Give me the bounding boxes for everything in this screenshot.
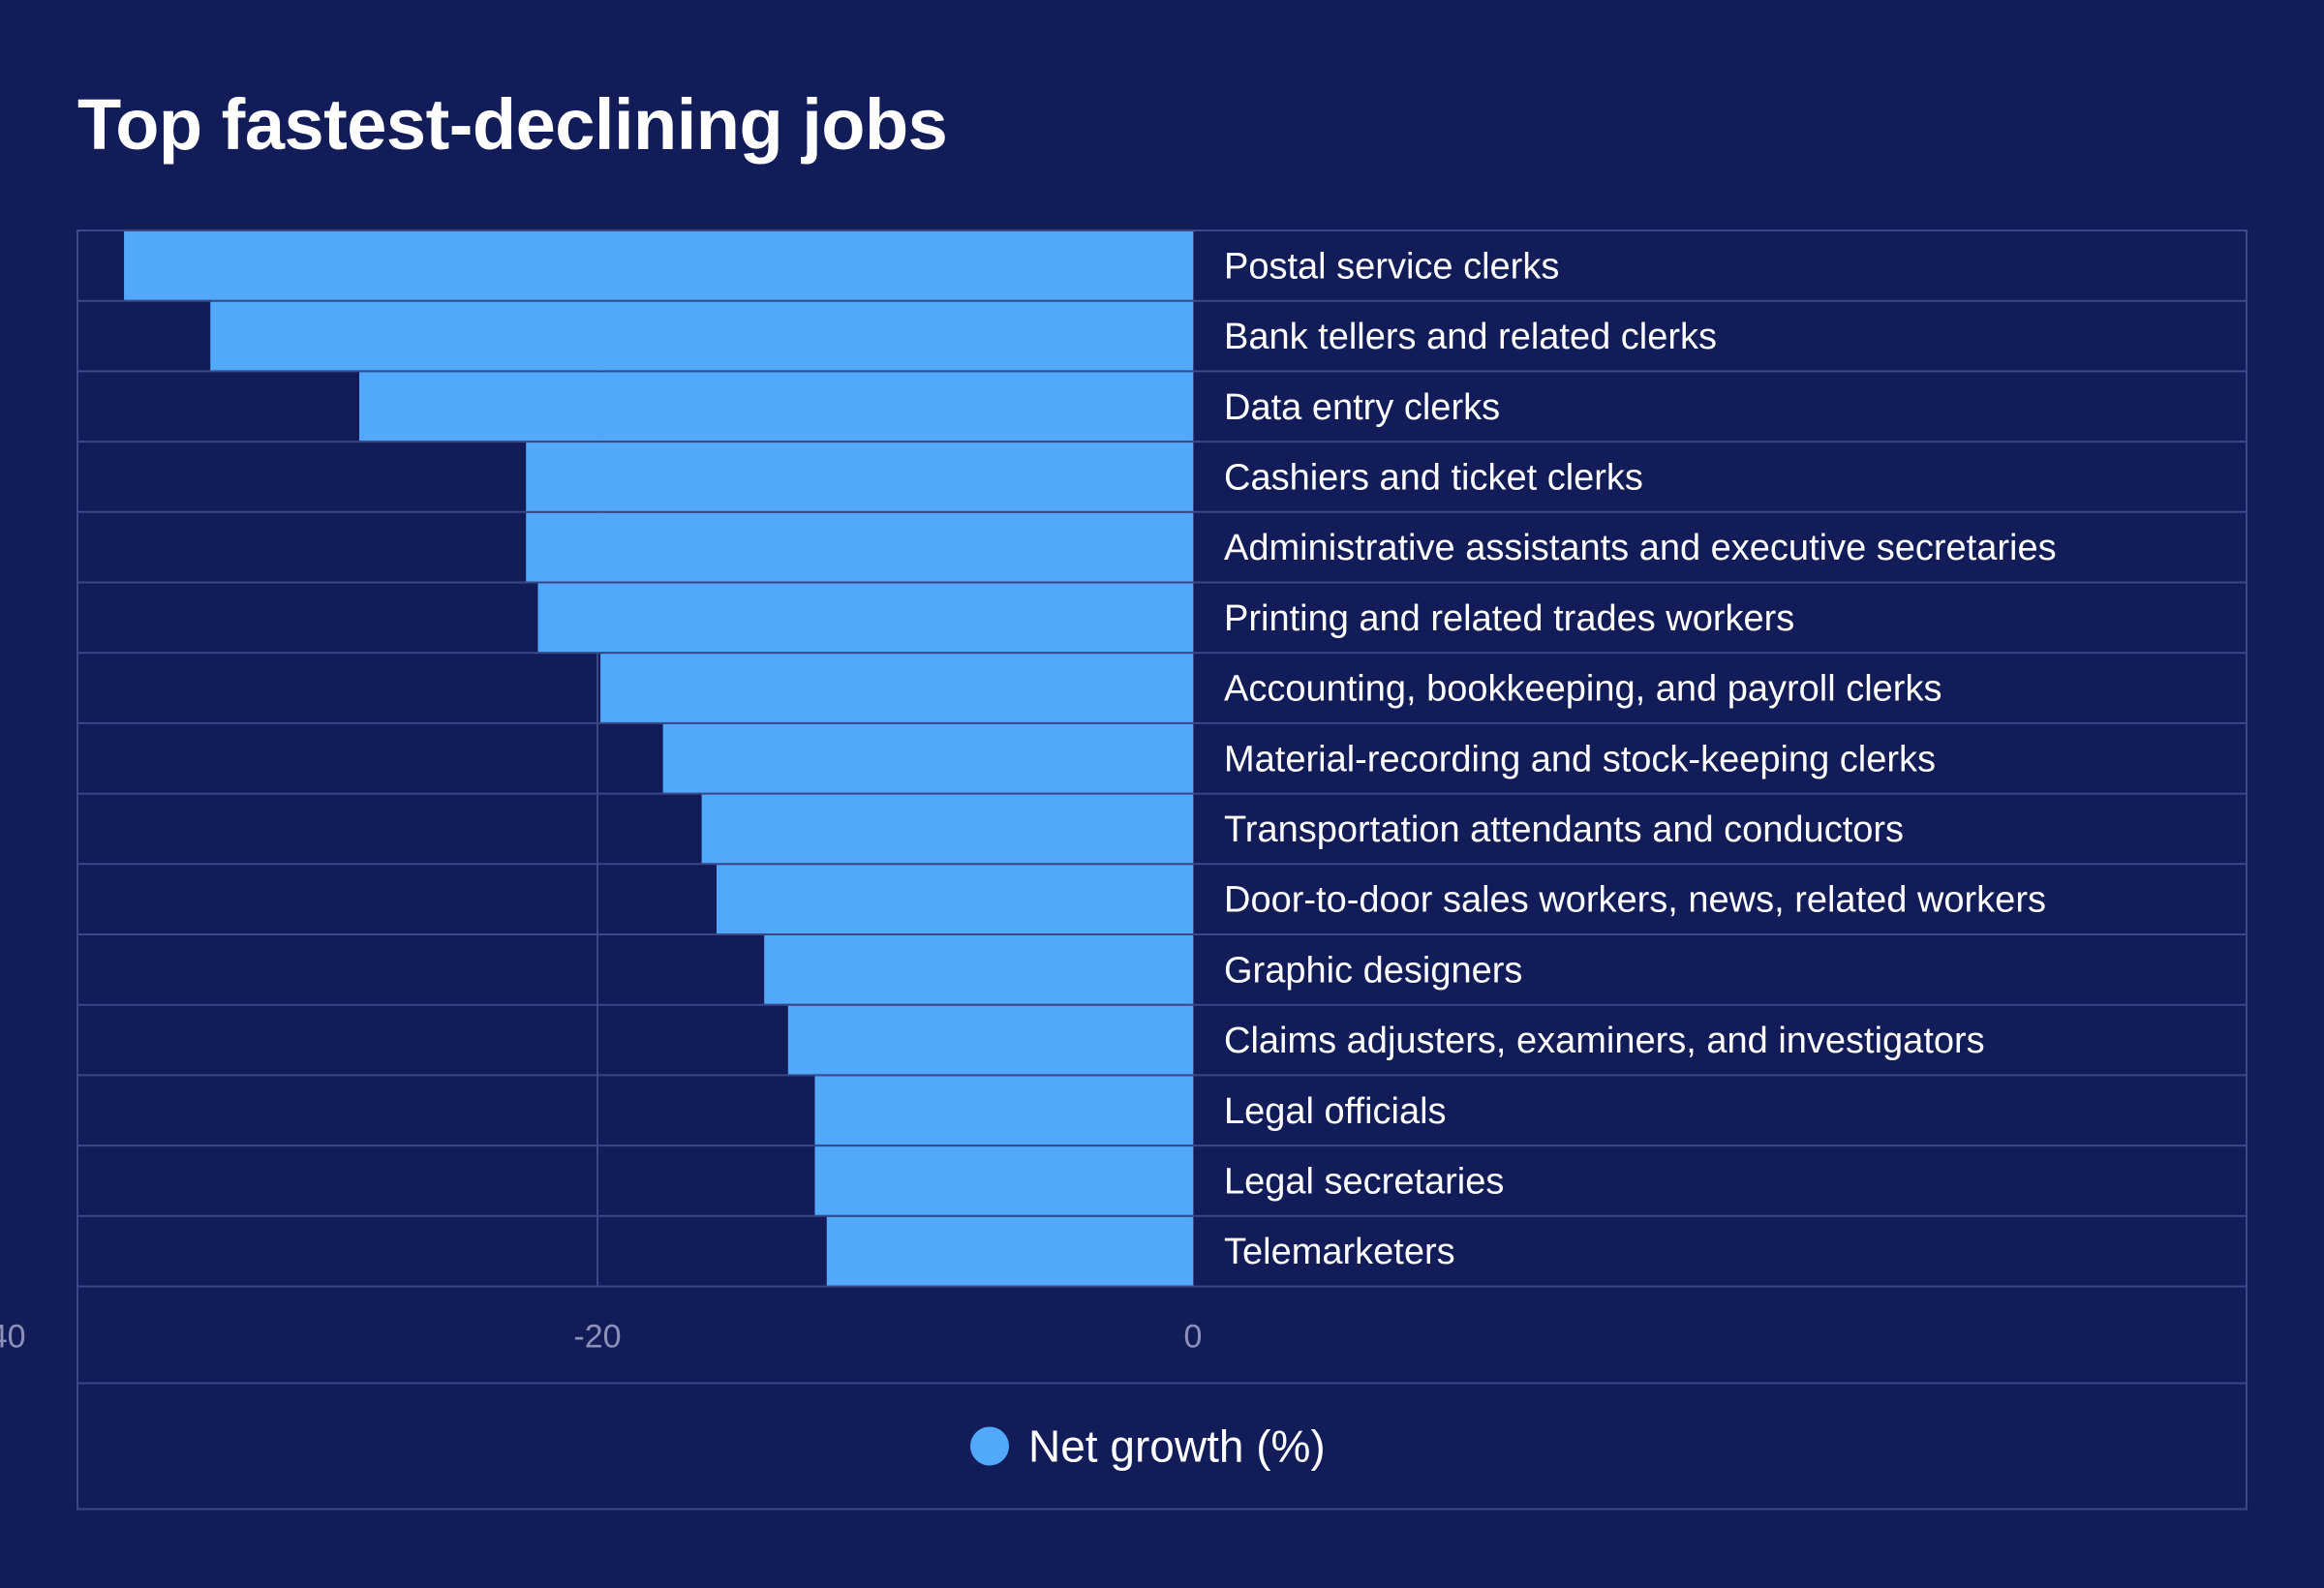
bar: [701, 794, 1193, 864]
bar: [717, 865, 1193, 933]
category-label: Door-to-door sales workers, news, relate…: [1224, 880, 2046, 921]
bar: [662, 723, 1193, 793]
bar: [124, 231, 1194, 300]
category-label: Telemarketers: [1224, 1232, 1455, 1272]
category-label: Legal officials: [1224, 1091, 1447, 1132]
bar: [526, 443, 1193, 511]
tick-label: -20: [573, 1319, 621, 1356]
category-label: Administrative assistants and executive …: [1224, 528, 2057, 568]
chart-frame: [76, 229, 2248, 1511]
bar: [814, 1076, 1193, 1145]
tick-label: 0: [1184, 1319, 1203, 1356]
category-label: Material-recording and stock-keeping cle…: [1224, 739, 1936, 779]
grid-lines: [76, 229, 2248, 1511]
bar: [359, 372, 1193, 442]
category-label: Claims adjusters, examiners, and investi…: [1224, 1021, 1985, 1061]
category-label: Bank tellers and related clerks: [1224, 317, 1717, 357]
chart-title: Top fastest-declining jobs: [77, 84, 948, 165]
bar: [787, 1005, 1193, 1075]
bar: [526, 512, 1193, 582]
legend: Net growth (%): [970, 1421, 1326, 1472]
category-label: Accounting, bookkeeping, and payroll cle…: [1224, 669, 1942, 710]
category-label: Cashiers and ticket clerks: [1224, 457, 1643, 498]
x-axis-ticks: -40 -20 0: [0, 1319, 1202, 1356]
category-labels: Postal service clerks Bank tellers and re…: [1224, 246, 2057, 1272]
bar: [600, 654, 1193, 722]
category-label: Legal secretaries: [1224, 1161, 1504, 1202]
legend-swatch-icon: [970, 1426, 1009, 1466]
bar: [210, 301, 1193, 371]
bar: [764, 935, 1193, 1004]
bar: [814, 1146, 1193, 1215]
category-label: Graphic designers: [1224, 950, 1522, 991]
category-label: Data entry clerks: [1224, 387, 1500, 428]
category-label: Postal service clerks: [1224, 246, 1559, 287]
bar: [537, 583, 1193, 653]
category-label: Transportation attendants and conductors: [1224, 809, 1904, 850]
tick-label: -40: [0, 1319, 26, 1356]
bar: [826, 1216, 1193, 1286]
bars: [124, 231, 1194, 1286]
legend-label: Net growth (%): [1028, 1421, 1326, 1472]
category-label: Printing and related trades workers: [1224, 598, 1794, 639]
